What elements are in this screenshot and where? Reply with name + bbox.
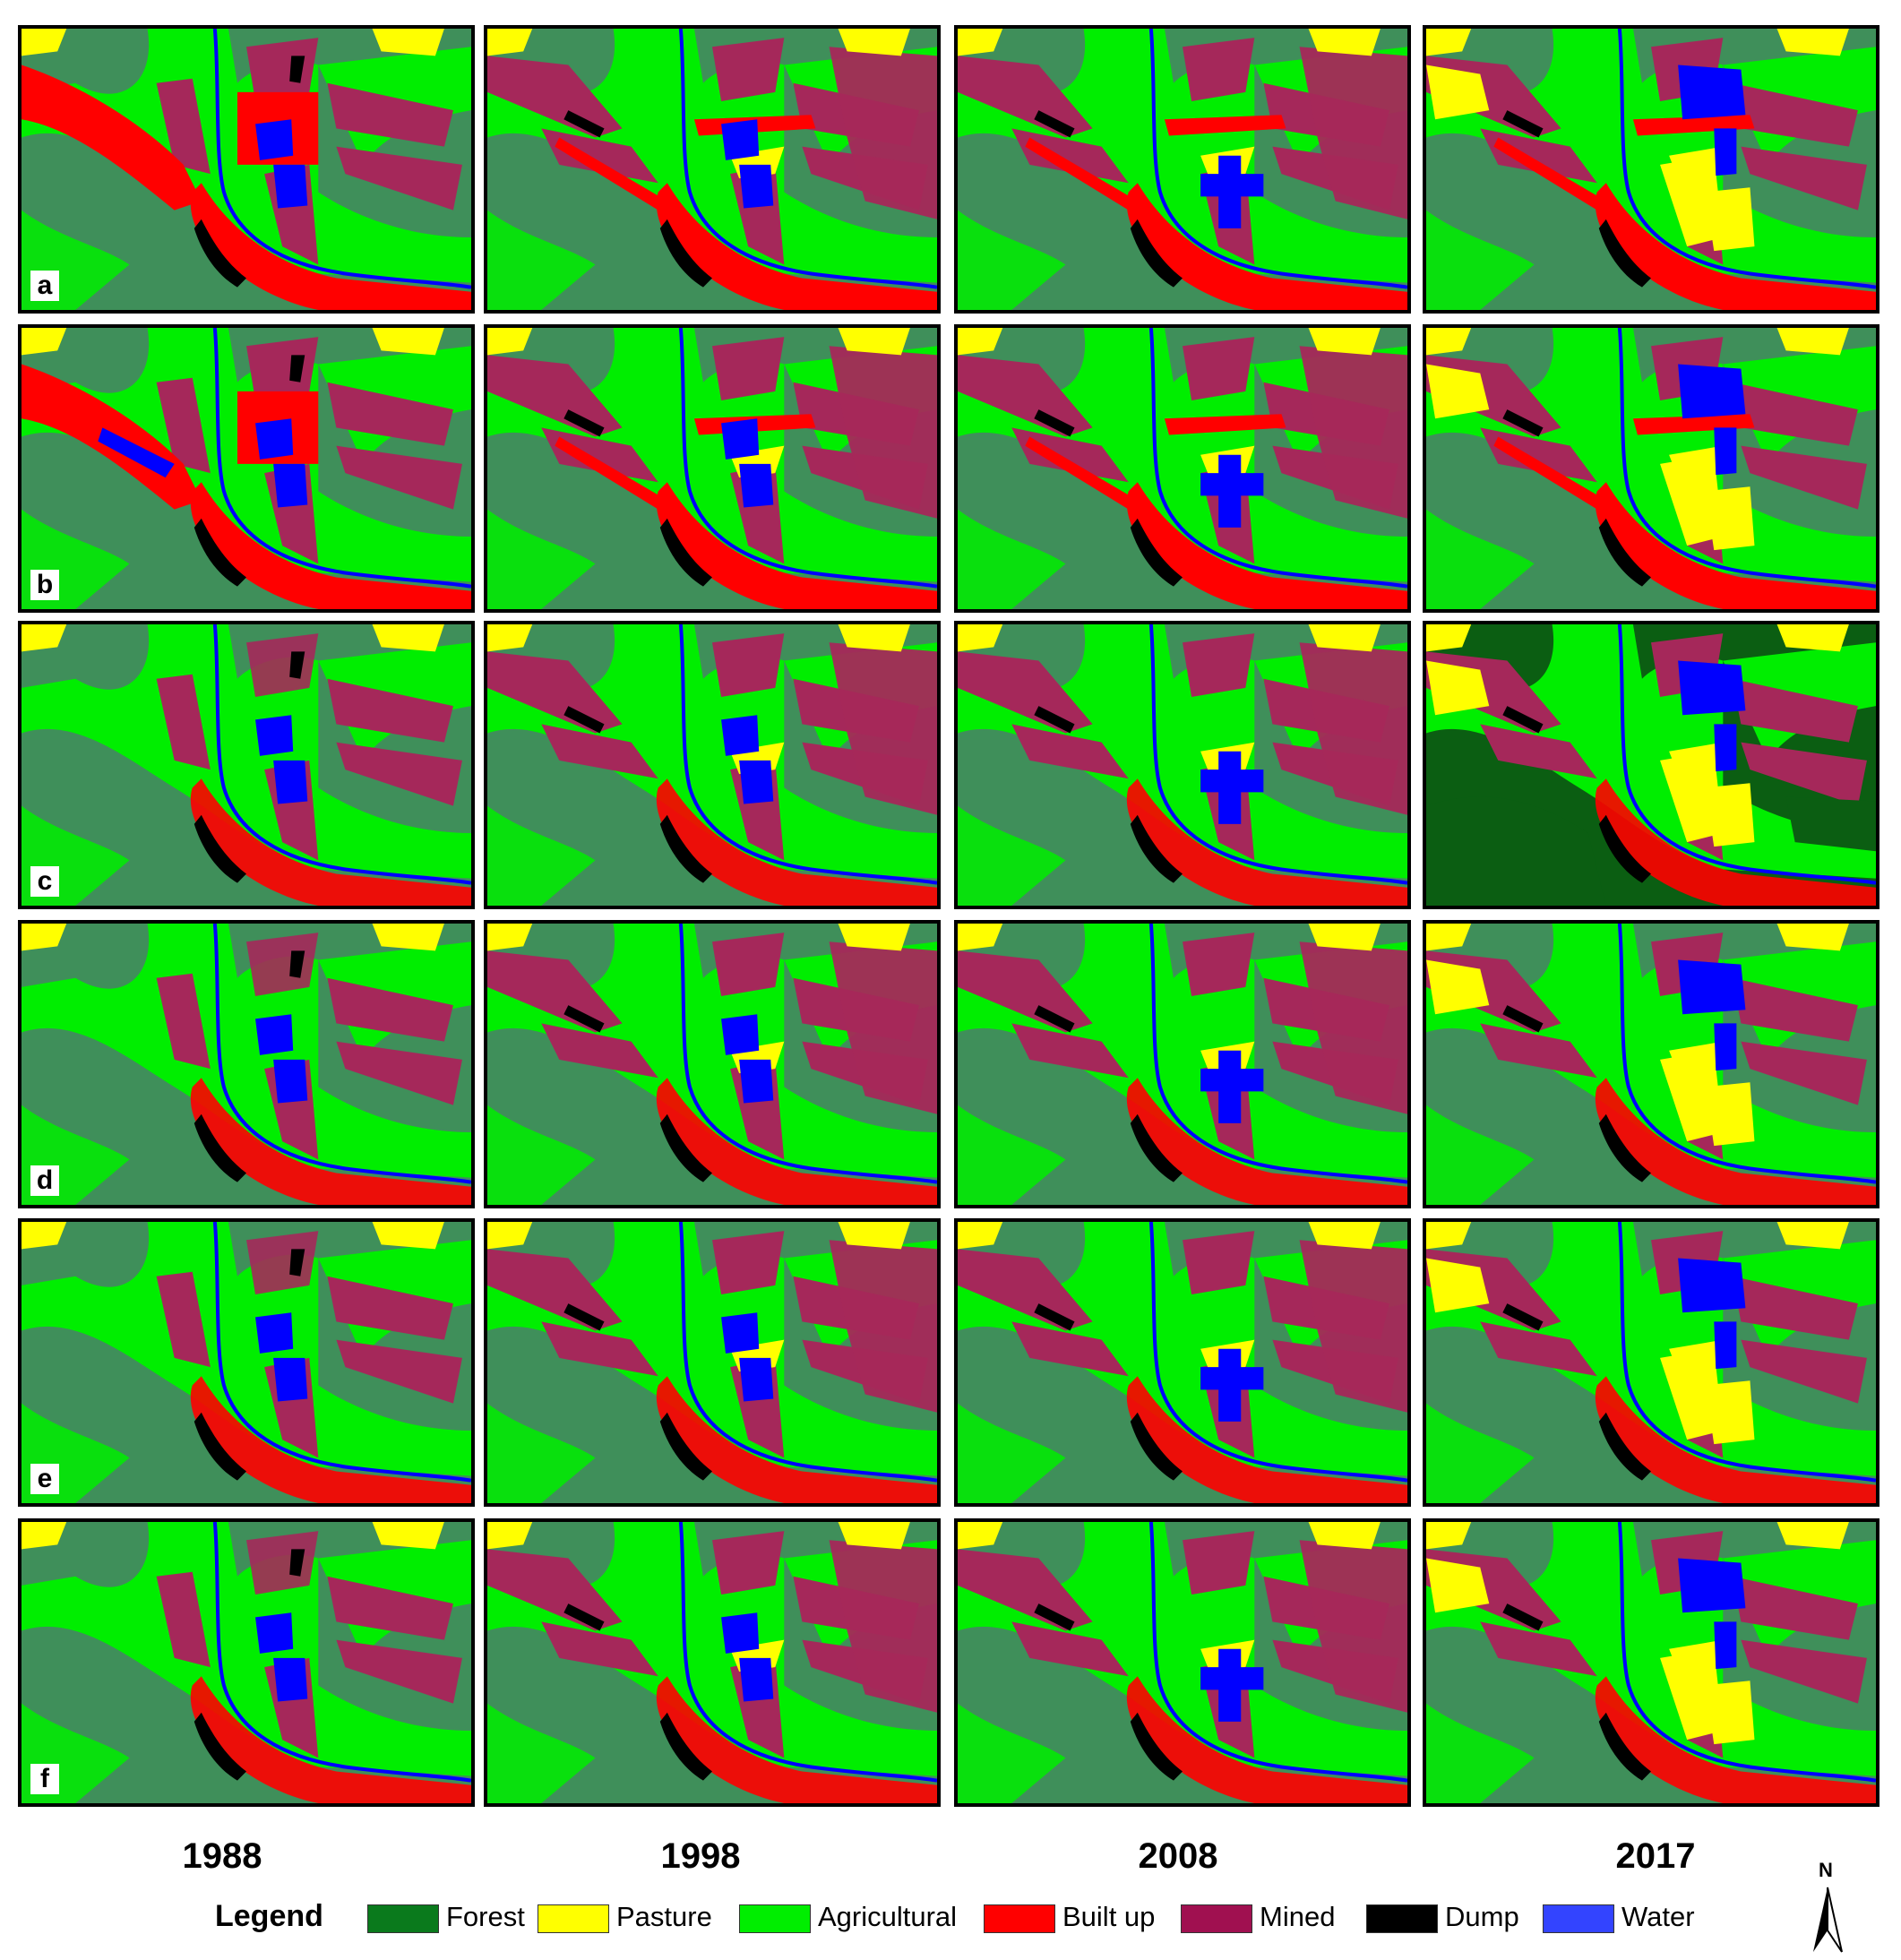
legend-label-forest: Forest <box>446 1901 525 1932</box>
land-cover-map-image <box>22 1522 471 1803</box>
legend-label-built-up: Built up <box>1062 1901 1156 1932</box>
map-panel-e-1988: e <box>18 1218 475 1507</box>
land-cover-map-image <box>958 328 1407 609</box>
land-cover-map-image <box>487 328 937 609</box>
map-panel-c-2017 <box>1423 621 1879 909</box>
land-cover-map-image <box>958 924 1407 1205</box>
map-panel-e-1998 <box>484 1218 941 1507</box>
land-cover-map-image <box>22 29 471 310</box>
legend-label-water: Water <box>1621 1901 1695 1932</box>
land-cover-map-image <box>958 29 1407 310</box>
land-cover-map-image <box>487 924 937 1205</box>
year-label-1988: 1988 <box>182 1836 262 1876</box>
land-cover-map-image <box>958 1522 1407 1803</box>
legend-swatch-forest <box>367 1904 439 1933</box>
north-arrow-label: N <box>1819 1859 1833 1881</box>
land-cover-map-image <box>22 924 471 1205</box>
row-label-d: d <box>30 1165 59 1196</box>
legend: Legend Forest Pasture Agricultural Built… <box>0 1899 1901 1953</box>
map-panel-a-1998 <box>484 25 941 314</box>
map-panel-d-1988: d <box>18 920 475 1208</box>
map-panel-d-2008 <box>954 920 1411 1208</box>
land-cover-map-image <box>1426 328 1876 609</box>
map-panel-a-2017 <box>1423 25 1879 314</box>
legend-label-dump: Dump <box>1445 1901 1519 1932</box>
year-label-1998: 1998 <box>660 1836 741 1876</box>
north-arrow: N <box>1801 1859 1854 1957</box>
map-panel-d-1998 <box>484 920 941 1208</box>
land-cover-map-image <box>1426 924 1876 1205</box>
row-label-a: a <box>30 271 59 301</box>
legend-swatch-pasture <box>538 1904 609 1933</box>
legend-swatch-agricultural <box>739 1904 811 1933</box>
land-cover-map-image <box>958 624 1407 906</box>
legend-label-mined: Mined <box>1260 1901 1336 1932</box>
land-cover-map-image <box>22 624 471 906</box>
row-label-e: e <box>30 1464 59 1494</box>
legend-swatch-mined <box>1181 1904 1252 1933</box>
year-label-2017: 2017 <box>1615 1836 1696 1876</box>
map-panel-e-2008 <box>954 1218 1411 1507</box>
map-panel-f-1998 <box>484 1518 941 1807</box>
land-cover-map-image <box>487 1222 937 1503</box>
north-arrow-icon <box>1813 1887 1843 1953</box>
legend-label-pasture: Pasture <box>616 1901 712 1932</box>
map-panel-f-2017 <box>1423 1518 1879 1807</box>
map-panel-b-2008 <box>954 324 1411 613</box>
legend-title: Legend <box>215 1899 323 1933</box>
land-cover-map-image <box>1426 624 1876 906</box>
land-cover-map-image <box>958 1222 1407 1503</box>
land-cover-map-image <box>487 1522 937 1803</box>
map-panel-c-1998 <box>484 621 941 909</box>
map-panel-a-1988: a <box>18 25 475 314</box>
row-label-c: c <box>30 866 59 897</box>
map-panel-e-2017 <box>1423 1218 1879 1507</box>
land-cover-map-image <box>1426 1522 1876 1803</box>
map-panel-b-2017 <box>1423 324 1879 613</box>
row-label-b: b <box>30 570 59 600</box>
map-panel-f-1988: f <box>18 1518 475 1807</box>
map-panel-c-1988: c <box>18 621 475 909</box>
map-panel-d-2017 <box>1423 920 1879 1208</box>
map-panel-c-2008 <box>954 621 1411 909</box>
land-cover-map-grid: a b c d e f <box>18 25 1879 1807</box>
legend-label-agricultural: Agricultural <box>818 1901 958 1932</box>
land-cover-map-image <box>22 1222 471 1503</box>
land-cover-map-image <box>1426 1222 1876 1503</box>
map-panel-a-2008 <box>954 25 1411 314</box>
map-panel-f-2008 <box>954 1518 1411 1807</box>
map-panel-b-1998 <box>484 324 941 613</box>
land-cover-map-image <box>487 29 937 310</box>
land-cover-map-image <box>487 624 937 906</box>
legend-swatch-dump <box>1366 1904 1438 1933</box>
legend-swatch-water <box>1543 1904 1614 1933</box>
land-cover-map-image <box>1426 29 1876 310</box>
year-label-2008: 2008 <box>1138 1836 1218 1876</box>
row-label-f: f <box>30 1764 59 1794</box>
map-panel-b-1988: b <box>18 324 475 613</box>
land-cover-map-image <box>22 328 471 609</box>
legend-swatch-built-up <box>984 1904 1055 1933</box>
